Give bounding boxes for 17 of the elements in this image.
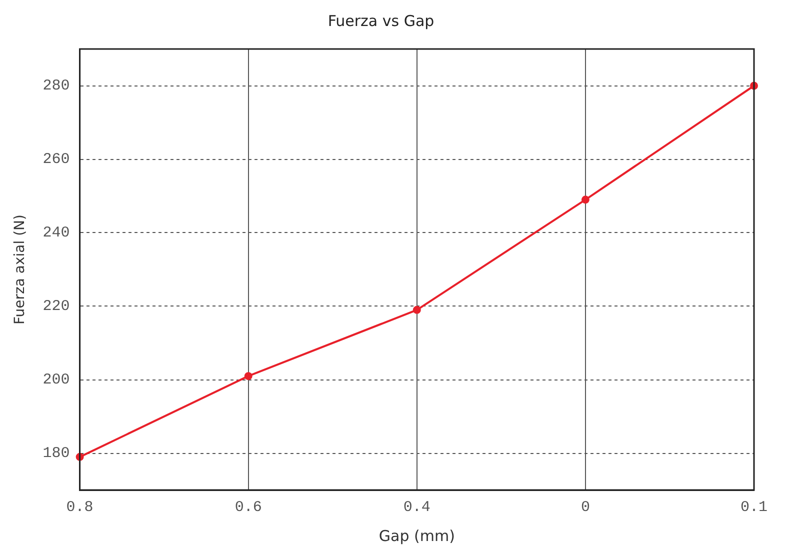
y-tick-label: 280 [42, 78, 70, 95]
point [581, 196, 590, 204]
point [244, 372, 252, 380]
y-tick-label: 240 [42, 224, 70, 242]
x-tick-label: 0.1 [740, 498, 768, 516]
x-tick-label: 0.4 [403, 498, 430, 516]
y-tick-label: 260 [42, 151, 70, 168]
y-tick-label: 200 [42, 372, 70, 389]
x-axis-title: Gap (mm) [378, 526, 455, 545]
y-tick-label: 180 [42, 445, 70, 462]
y-tick-label: 220 [42, 298, 70, 316]
x-tick-label: 0.8 [66, 498, 94, 516]
x-tick-label: 0 [580, 498, 590, 516]
point [412, 306, 421, 314]
chart-title: Fuerza vs Gap [328, 12, 434, 30]
x-tick-label: 0.6 [234, 498, 262, 516]
y-axis-title: Fuerza axial (N) [12, 214, 28, 324]
